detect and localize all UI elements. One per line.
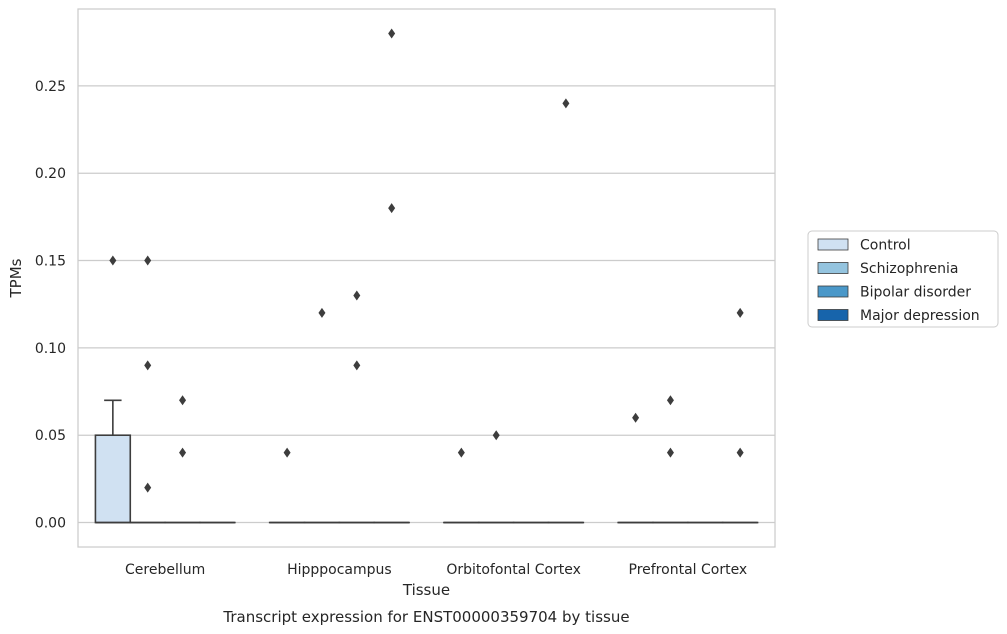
legend-label: Schizophrenia <box>860 261 958 277</box>
plot-background <box>78 9 775 547</box>
x-tick-label: Hipppocampus <box>287 562 392 578</box>
outlier-point <box>388 203 396 214</box>
box <box>94 434 132 524</box>
x-axis-title: Tissue <box>402 581 450 599</box>
outlier-point <box>736 307 744 318</box>
outlier-point <box>109 255 117 266</box>
outlier-point <box>666 395 674 406</box>
legend-label: Bipolar disorder <box>860 285 971 301</box>
outlier-point <box>318 307 326 318</box>
outlier-point <box>632 412 640 423</box>
box-plots <box>94 399 759 524</box>
outlier-point <box>353 290 361 301</box>
outlier-point <box>492 430 500 441</box>
x-tick-label: Orbitofontal Cortex <box>446 562 581 578</box>
outlier-points <box>109 28 744 493</box>
legend-label: Major depression <box>860 308 980 324</box>
outlier-point <box>353 360 361 371</box>
y-tick-label: 0.25 <box>35 79 66 95</box>
legend-swatch <box>817 309 849 321</box>
outlier-point <box>179 395 187 406</box>
x-tick-label: Prefrontal Cortex <box>629 562 748 578</box>
outlier-point <box>283 447 291 458</box>
x-tick-labels: Cerebellum Hipppocampus Orbitofontal Corte… <box>125 562 747 578</box>
y-tick-label: 0.05 <box>35 428 66 444</box>
outlier-point <box>144 360 152 371</box>
outlier-point <box>388 28 396 39</box>
legend-label: Control <box>860 238 911 254</box>
outlier-point <box>179 447 187 458</box>
y-tick-label: 0.10 <box>35 341 66 357</box>
y-tick-label: 0.00 <box>35 516 66 532</box>
y-tick-label: 0.15 <box>35 254 66 270</box>
outlier-point <box>666 447 674 458</box>
outlier-point <box>562 98 570 109</box>
y-axis-title: TPMs <box>7 258 25 298</box>
legend-frame <box>807 230 999 328</box>
outlier-point <box>457 447 465 458</box>
legend: Control Schizophrenia Bipolar disorder Majo… <box>807 230 999 328</box>
outlier-point <box>144 255 152 266</box>
legend-swatch <box>817 238 849 251</box>
figure-caption: Transcript expression for ENST0000035970… <box>222 608 629 626</box>
y-tick-labels: 0.00 0.05 0.10 0.15 0.20 0.25 <box>35 79 66 532</box>
legend-swatch <box>817 285 849 298</box>
outlier-point <box>144 482 152 493</box>
plot-frame <box>77 8 776 548</box>
x-tick-label: Cerebellum <box>125 562 205 578</box>
legend-swatch <box>817 262 849 274</box>
outlier-point <box>736 447 744 458</box>
y-tick-label: 0.20 <box>35 166 66 182</box>
